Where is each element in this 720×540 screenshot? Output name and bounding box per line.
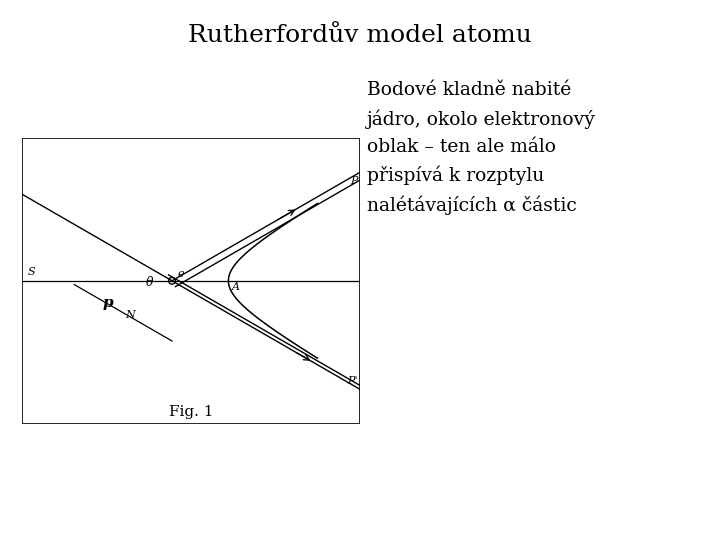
Text: N: N: [125, 310, 135, 320]
Text: S: S: [27, 267, 35, 277]
Text: A: A: [232, 282, 240, 292]
Text: P: P: [351, 176, 358, 186]
Text: P': P': [348, 376, 358, 386]
Text: Fig. 1: Fig. 1: [168, 405, 213, 419]
Text: p: p: [102, 296, 113, 310]
Text: Rutherfordův model atomu: Rutherfordův model atomu: [188, 24, 532, 48]
Text: Bodové kladně nabité
jádro, okolo elektronový
oblak – ten ale málo
přispívá k ro: Bodové kladně nabité jádro, okolo elektr…: [367, 81, 596, 215]
Text: e: e: [178, 269, 184, 279]
Text: θ: θ: [145, 276, 153, 289]
